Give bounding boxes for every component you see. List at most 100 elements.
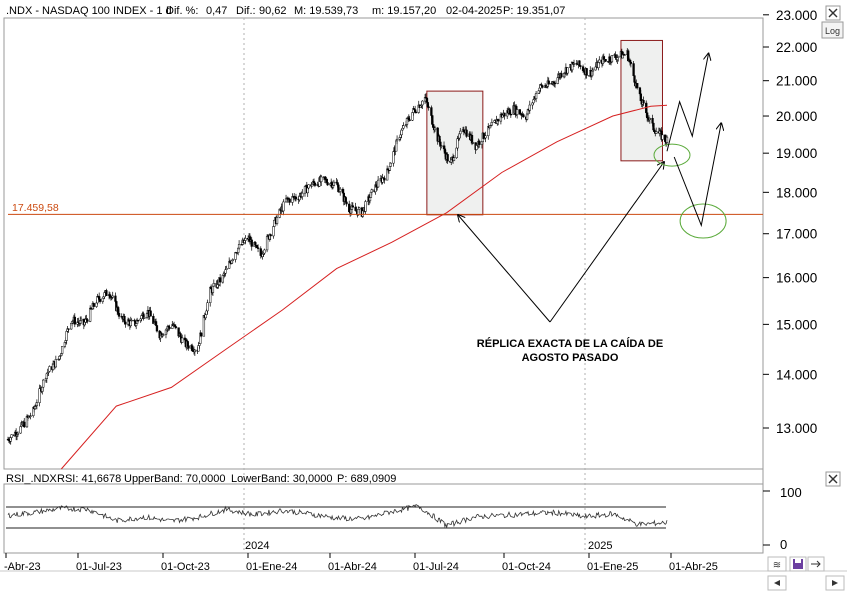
x-tick-label: 01-Ene-24 xyxy=(246,561,297,573)
candle-body xyxy=(617,55,620,58)
candle-body xyxy=(623,54,626,56)
candle-body xyxy=(651,118,654,124)
callout-line-2: AGOSTO PASADO xyxy=(522,352,619,364)
highlight-box xyxy=(426,90,484,216)
candle-body xyxy=(497,119,500,122)
log-scale-button[interactable]: Log xyxy=(821,21,844,39)
candle-body xyxy=(358,207,361,210)
candle-body xyxy=(560,73,563,78)
candle-body xyxy=(655,131,658,134)
candle-body xyxy=(503,112,506,117)
candle-body xyxy=(35,402,39,406)
candle-body xyxy=(547,80,550,85)
candle-body xyxy=(400,129,403,136)
candle-body xyxy=(339,188,342,192)
candle-body xyxy=(149,310,152,317)
header-dif-pct: 0,47 xyxy=(206,5,227,17)
candle-body xyxy=(632,63,635,76)
candle-body xyxy=(129,320,132,327)
candle-body xyxy=(541,85,544,88)
candle-body xyxy=(212,283,215,287)
header-dif-pct-label: Dif. %: xyxy=(166,5,198,17)
candle-body xyxy=(414,111,418,114)
x-tick-labels: -Abr-23 01-Jul-23 01-Oct-23 01-Ene-24 01-Abr… xyxy=(4,553,718,573)
candle-body xyxy=(282,201,285,212)
rsi-tick-0: 0 xyxy=(780,537,787,552)
candle-body xyxy=(263,249,266,254)
candle-body xyxy=(275,217,279,224)
candle-body xyxy=(364,201,367,212)
y-tick-label: 19.000 xyxy=(776,146,817,161)
candle-body xyxy=(579,65,582,67)
candle-body xyxy=(250,239,253,247)
candle-body xyxy=(187,345,190,349)
candle-body xyxy=(629,61,633,64)
candle-body xyxy=(490,122,494,126)
candle-body xyxy=(572,63,576,65)
candle-body xyxy=(446,154,449,162)
candle-body xyxy=(383,177,386,181)
y-tick-label: 16.000 xyxy=(776,271,817,286)
candle-body xyxy=(73,316,76,325)
candle-body xyxy=(553,82,557,85)
y-tick-labels: 13.000 14.000 15.000 16.000 17.000 18.000 19.0… xyxy=(763,8,817,436)
candle-body xyxy=(430,107,433,116)
callout-line-1: RÉPLICA EXACTA DE LA CAÍDA DE xyxy=(477,337,663,350)
candle-body xyxy=(42,379,45,388)
save-icon[interactable] xyxy=(789,556,807,572)
moving-average-line xyxy=(60,104,668,470)
scroll-left-icon[interactable] xyxy=(767,575,787,591)
candle-body xyxy=(648,118,651,121)
candle-body xyxy=(484,135,487,139)
candle-body xyxy=(408,119,411,121)
candle-body xyxy=(301,192,304,197)
candle-body xyxy=(79,318,83,321)
year-marker-2024: 2024 xyxy=(245,540,269,552)
candle-body xyxy=(313,182,317,186)
rsi-header-upper: UpperBand: 70,0000 xyxy=(124,473,226,485)
candle-body xyxy=(254,242,257,246)
y-tick-label: 23.000 xyxy=(776,8,817,23)
candle-body xyxy=(578,60,581,66)
callout-arrow-left xyxy=(458,215,551,323)
export-icon[interactable] xyxy=(807,556,825,572)
candle-body xyxy=(598,59,601,63)
candle-body xyxy=(136,320,140,322)
candle-body xyxy=(231,259,234,261)
candle-body xyxy=(351,205,354,208)
candle-body xyxy=(54,359,57,368)
x-tick-label: 01-Abr-24 xyxy=(328,561,377,573)
candle-body xyxy=(294,196,298,200)
candle-body xyxy=(193,349,197,353)
candle-body xyxy=(645,112,649,118)
candle-body xyxy=(124,321,127,325)
y-tick-label: 17.000 xyxy=(776,227,817,242)
x-tick-label: 01-Abr-25 xyxy=(669,561,718,573)
candle-body xyxy=(522,114,525,118)
x-tick-label: -Abr-23 xyxy=(4,561,41,573)
candle-body xyxy=(209,287,212,303)
log-label: Log xyxy=(825,26,840,36)
header-dif-label: Dif.: xyxy=(236,5,256,17)
annotations xyxy=(458,54,727,323)
candle-body xyxy=(143,317,146,319)
rsi-header-value: RSI: 41,6678 xyxy=(57,473,121,485)
callout-arrow-right xyxy=(549,162,664,323)
settings-icon[interactable]: ≋ xyxy=(767,556,787,572)
candle-body xyxy=(168,327,171,329)
close-icon[interactable] xyxy=(825,5,841,21)
projected-path-up xyxy=(666,54,709,152)
candle-body xyxy=(528,104,531,111)
y-tick-label: 20.000 xyxy=(776,109,817,124)
x-tick-label: 01-Oct-24 xyxy=(502,561,551,573)
projected-path-down xyxy=(673,123,721,228)
scroll-right-icon[interactable] xyxy=(825,575,845,591)
candle-body xyxy=(67,328,70,330)
x-tick-label: 01-Ene-25 xyxy=(587,561,638,573)
candle-body xyxy=(515,109,519,115)
rsi-close-icon[interactable] xyxy=(825,471,841,487)
candle-body xyxy=(534,93,538,99)
candle-body xyxy=(155,325,159,332)
candle-body xyxy=(16,432,20,435)
y-tick-label: 22.000 xyxy=(776,40,817,55)
